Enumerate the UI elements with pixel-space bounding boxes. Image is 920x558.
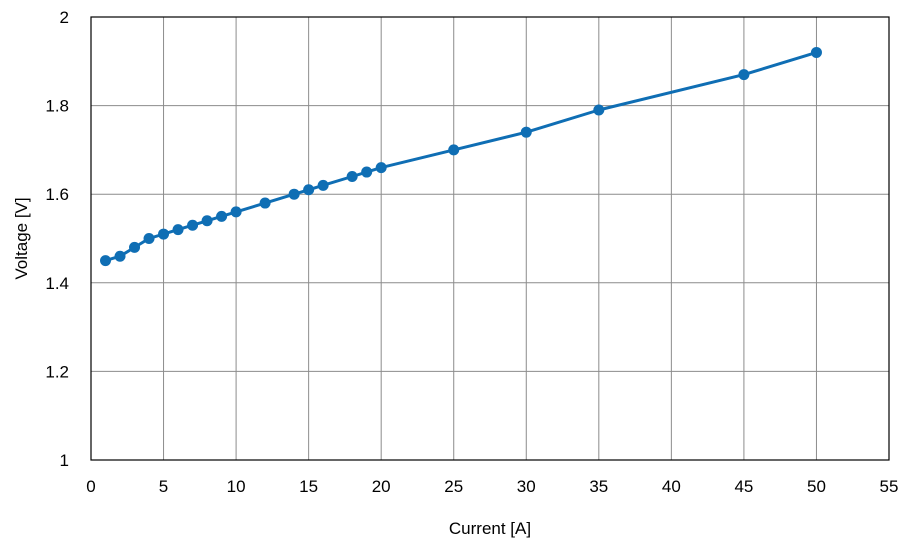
x-tick-label: 20 [372,477,391,496]
data-point [346,170,358,182]
y-tick-label: 1.2 [45,362,69,381]
data-point [375,162,387,174]
data-point [361,166,373,178]
plot-frame [90,16,890,461]
data-point [593,104,605,116]
data-point [288,188,300,200]
x-tick-label: 55 [880,477,899,496]
y-tick-label: 2 [60,8,69,27]
data-point [172,224,184,236]
y-tick-label: 1.8 [45,97,69,116]
series-line [105,50,817,263]
data-point [810,46,822,58]
y-tick-label: 1.4 [45,274,69,293]
data-point [520,126,532,138]
x-tick-label: 30 [517,477,536,496]
data-point [129,241,141,253]
x-tick-label: 35 [589,477,608,496]
y-axis-ticks: 1 1.2 1.4 1.6 1.8 2 [45,8,69,470]
x-tick-label: 45 [734,477,753,496]
x-tick-label: 5 [159,477,168,496]
data-point [201,215,213,227]
data-point [216,210,228,222]
data-point [100,255,112,267]
data-point [187,219,199,231]
x-axis-ticks: 0 5 10 15 20 25 30 35 40 45 50 55 [86,477,898,496]
x-tick-label: 10 [227,477,246,496]
x-tick-label: 40 [662,477,681,496]
x-tick-label: 0 [86,477,95,496]
data-point [303,184,315,196]
y-tick-label: 1.6 [45,185,69,204]
data-point [259,197,271,209]
data-point [143,233,155,244]
x-tick-label: 15 [299,477,318,496]
data-point [158,228,170,240]
data-point [738,69,750,81]
y-tick-label: 1 [60,451,69,470]
x-tick-label: 25 [444,477,463,496]
data-point [230,206,242,218]
series-group [100,46,822,267]
x-axis-title: Current [A] [449,519,531,538]
x-tick-label: 50 [807,477,826,496]
grid-lines [90,16,890,461]
data-point [448,144,460,156]
data-point [114,250,126,262]
data-point [317,179,329,191]
y-axis-title: Voltage [V] [12,197,31,279]
